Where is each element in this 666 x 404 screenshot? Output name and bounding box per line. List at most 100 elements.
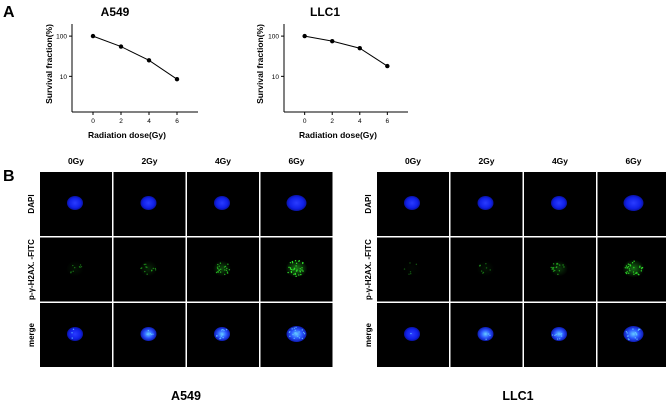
- micrograph-cell: [260, 237, 333, 302]
- column-label: 0Gy: [68, 156, 84, 166]
- foci-dot: [627, 272, 630, 274]
- data-point: [302, 33, 307, 39]
- y-tick-label: 100: [268, 34, 279, 41]
- foci-dot: [626, 267, 628, 269]
- foci-dot: [641, 266, 644, 269]
- foci-dot: [145, 263, 147, 266]
- data-point: [385, 63, 390, 69]
- merge-dot: [146, 333, 148, 336]
- micrograph-cell: [113, 237, 186, 302]
- merge-dot: [221, 334, 224, 336]
- nucleus: [140, 196, 157, 210]
- foci-dot: [79, 266, 81, 269]
- merge-dot: [291, 328, 293, 330]
- micrograph-cell: [40, 303, 112, 367]
- merge-dot: [150, 333, 153, 336]
- merge-dot: [297, 335, 299, 337]
- micrograph-cell: [450, 237, 523, 302]
- column-label: 2Gy: [478, 156, 494, 166]
- foci-dot: [403, 268, 406, 270]
- merge-dot: [294, 329, 297, 331]
- foci-dot: [632, 271, 635, 273]
- foci-dot: [301, 267, 303, 269]
- x-tick-label: 2: [330, 118, 334, 125]
- merge-dot: [303, 331, 305, 334]
- foci-dot: [224, 269, 226, 271]
- merge-dot: [147, 329, 150, 332]
- foci-dot: [635, 272, 637, 274]
- foci-dot: [550, 266, 552, 269]
- micrograph-cell: [597, 172, 666, 236]
- merge-dot: [560, 335, 563, 337]
- y-axis-label: Survival fraction(%): [255, 24, 265, 104]
- foci-dot: [489, 269, 491, 271]
- foci-dot: [624, 267, 627, 269]
- foci-dot: [629, 265, 632, 267]
- merged-nucleus: [477, 327, 494, 341]
- foci-dot: [299, 268, 301, 270]
- micrograph-cell: [524, 303, 596, 367]
- micrograph-grid-a549: 0Gy 2Gy 4Gy 6Gy DAPI p-γ-H2AX. -FITC merge: [27, 156, 333, 367]
- merge-dot: [632, 328, 634, 330]
- micrograph-cell: [40, 237, 112, 302]
- foci-dot: [144, 270, 146, 273]
- merge-dot: [288, 331, 291, 334]
- foci-dot: [227, 263, 229, 265]
- foci-dot: [558, 270, 561, 272]
- merge-dot: [152, 333, 154, 335]
- foci-dot: [152, 267, 154, 270]
- micrograph-cell: [524, 237, 596, 302]
- merge-dot: [72, 328, 75, 330]
- x-tick-label: 6: [175, 118, 179, 125]
- series-line: [304, 35, 388, 67]
- foci-dot: [295, 265, 297, 267]
- foci-dot: [217, 267, 219, 270]
- foci-dot: [551, 268, 553, 270]
- micrograph-cell: [597, 303, 666, 367]
- foci-dot: [551, 267, 554, 269]
- y-tick-label: 10: [272, 74, 280, 81]
- merge-dot: [559, 338, 561, 340]
- x-tick-label: 2: [119, 118, 123, 125]
- y-tick-label: 100: [56, 34, 67, 41]
- foci-dot: [154, 269, 157, 271]
- foci-dot: [628, 268, 631, 270]
- foci-dot: [70, 271, 72, 273]
- foci-dot: [485, 267, 488, 269]
- foci-dot: [294, 273, 297, 275]
- merge-dot: [625, 331, 628, 333]
- group-label-a549: A549: [171, 389, 201, 403]
- x-tick-label: 6: [386, 118, 390, 125]
- merge-dot: [634, 337, 637, 339]
- column-label: 4Gy: [552, 156, 568, 166]
- micrograph-cell: [40, 172, 112, 236]
- data-point: [146, 58, 152, 63]
- foci-dot: [295, 262, 298, 265]
- micrograph-cell: [524, 172, 596, 236]
- foci-dot: [217, 263, 219, 266]
- foci-dot: [143, 263, 146, 266]
- merge-dot: [295, 326, 297, 329]
- foci-dot: [554, 269, 556, 272]
- foci-dot: [300, 273, 302, 276]
- foci-dot: [78, 266, 81, 268]
- merge-dot: [222, 328, 224, 331]
- foci-dot: [302, 270, 304, 272]
- nucleus: [214, 196, 230, 210]
- foci-dot: [479, 265, 481, 267]
- column-label: 6Gy: [288, 156, 304, 166]
- foci-dot: [639, 265, 641, 267]
- nucleus: [404, 196, 420, 210]
- row-label: merge: [27, 322, 36, 347]
- foci-dot: [556, 262, 558, 265]
- merge-dot: [485, 338, 487, 340]
- foci-dot: [289, 267, 292, 269]
- foci-dot: [409, 262, 411, 264]
- merge-dot: [555, 333, 557, 336]
- merge-dot: [219, 337, 221, 340]
- column-label: 2Gy: [141, 156, 157, 166]
- foci-dot: [482, 271, 485, 274]
- merged-nucleus: [286, 326, 307, 342]
- micrograph-cell: [377, 303, 449, 367]
